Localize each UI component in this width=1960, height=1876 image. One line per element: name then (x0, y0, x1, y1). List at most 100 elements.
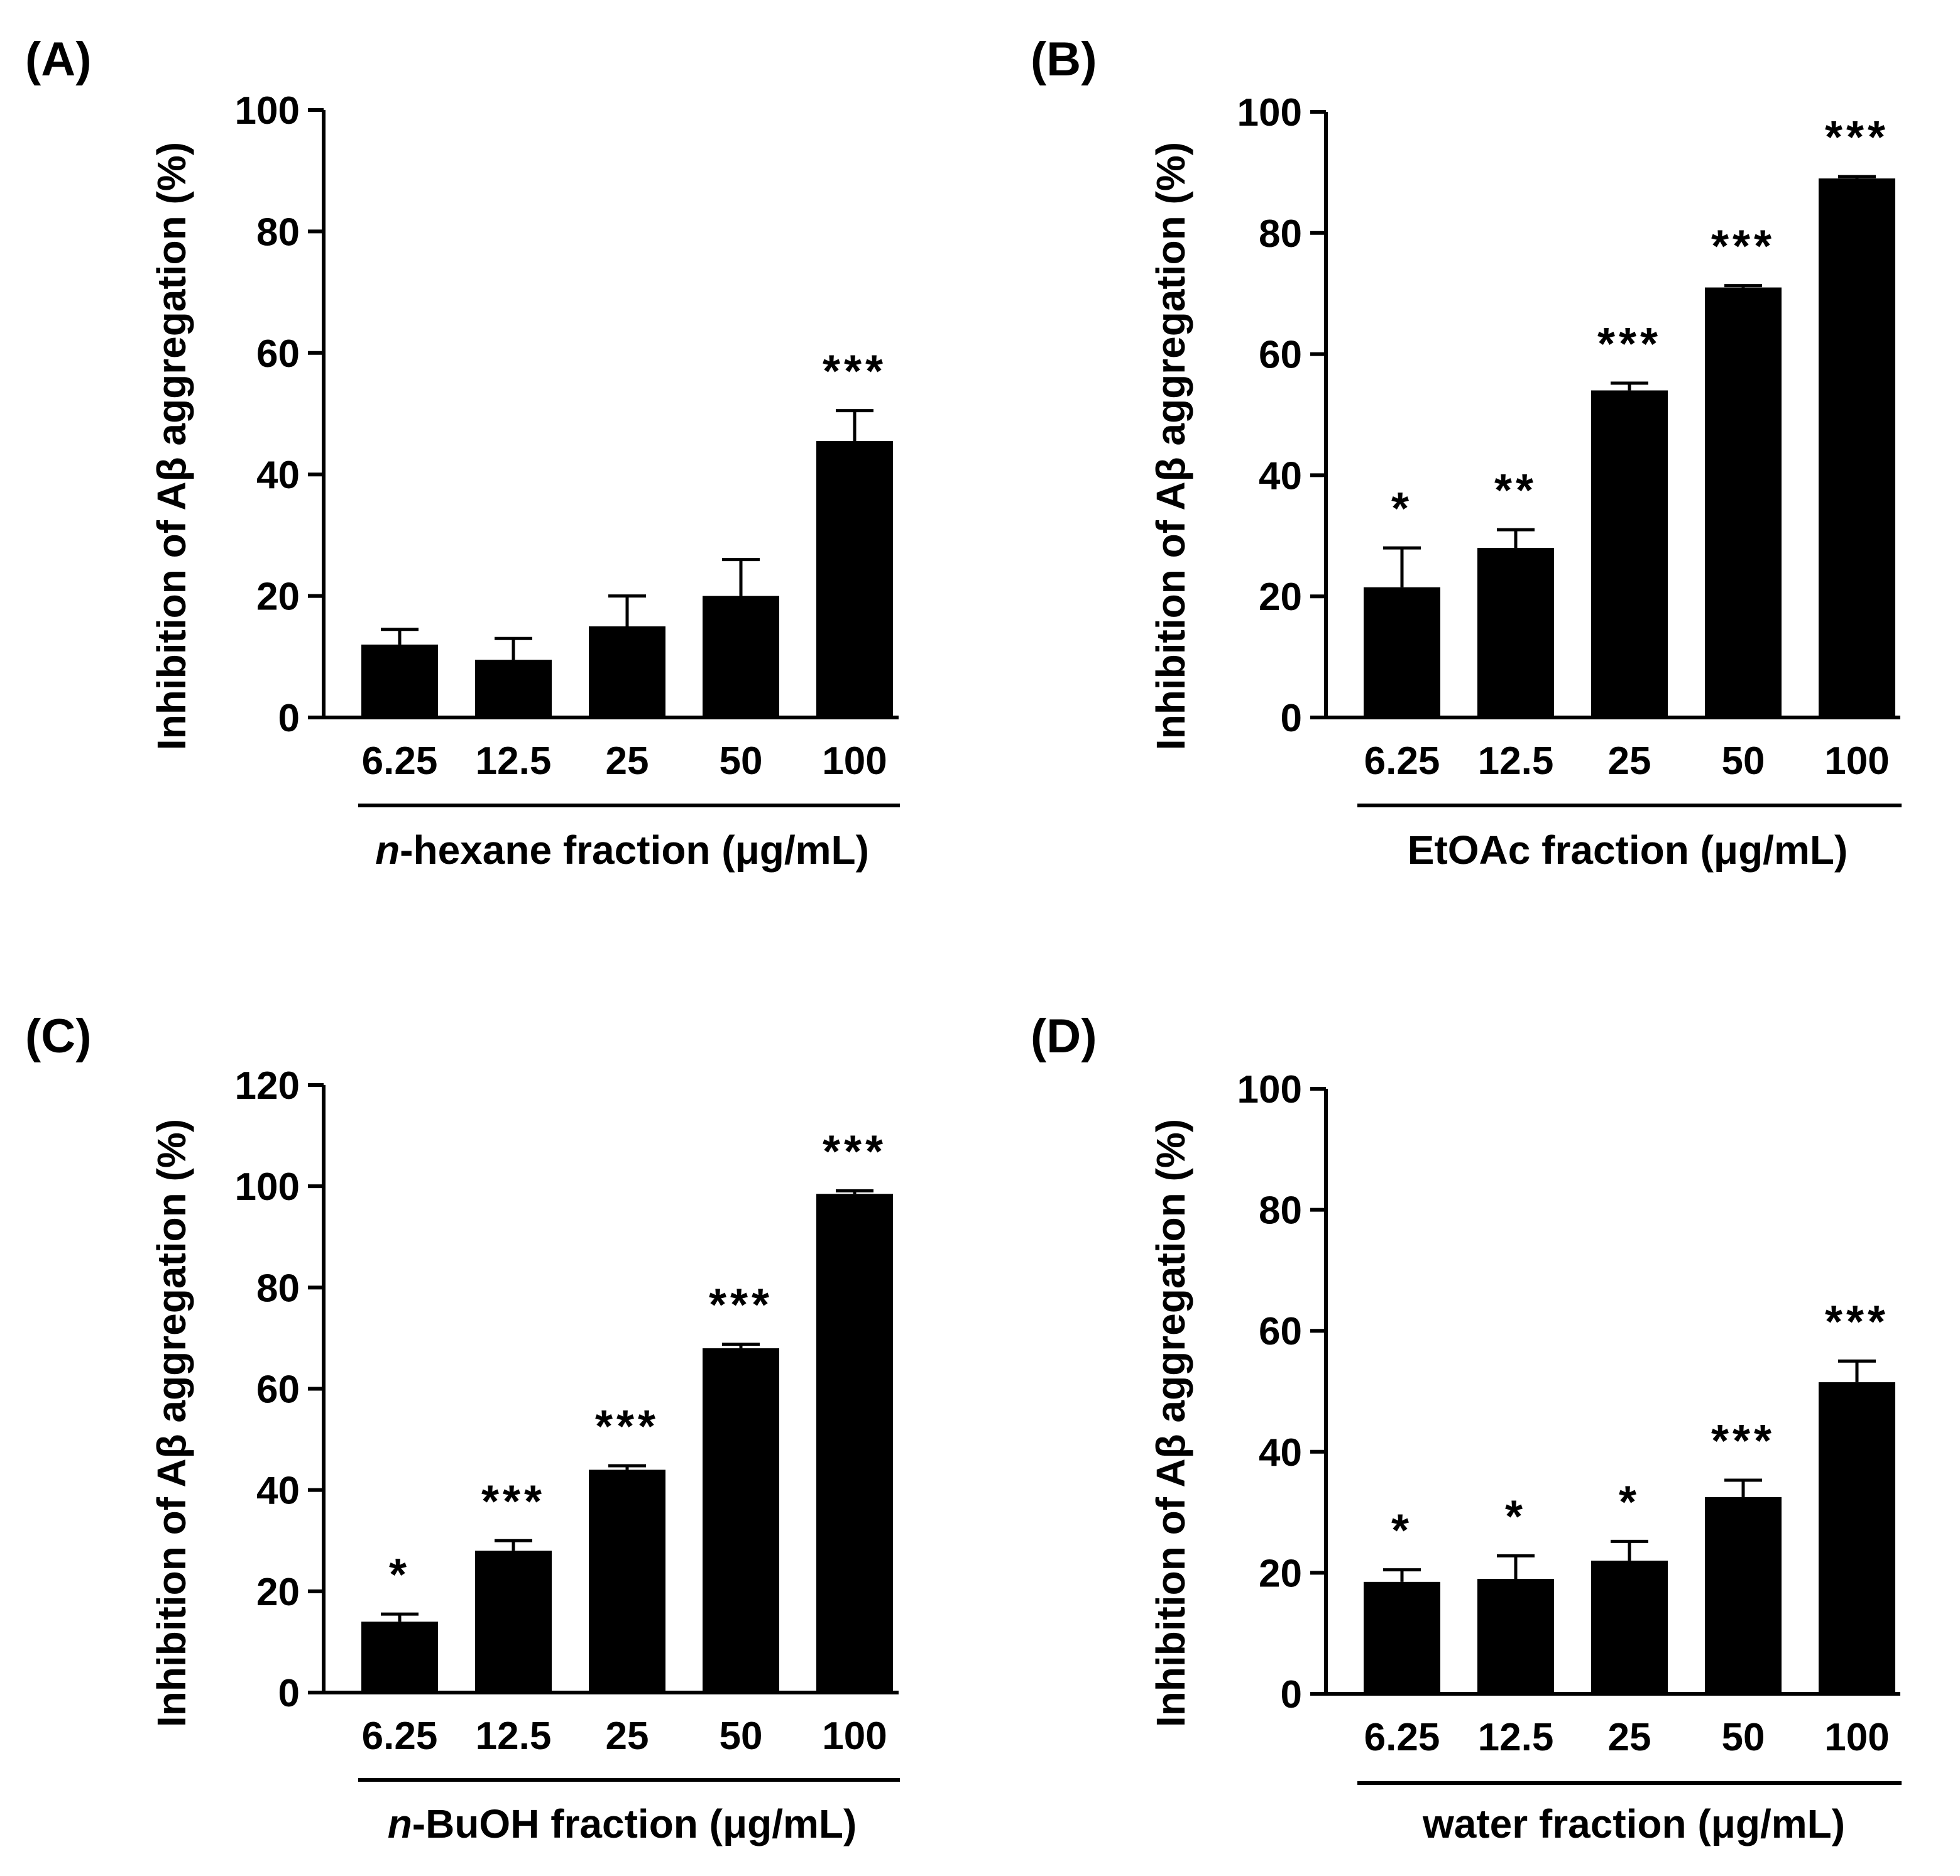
y-tick-label: 120 (235, 1064, 300, 1108)
x-axis-label-text: -hexane fraction (μg/mL) (400, 827, 869, 873)
x-axis-label-text: -BuOH fraction (μg/mL) (412, 1801, 857, 1846)
panel-d: (D) Inhibition of Aβ aggregation (%) wat… (1031, 1010, 1902, 1846)
y-tick-label: 0 (1281, 1673, 1302, 1716)
bar (1364, 1581, 1440, 1694)
y-tick-label: 60 (256, 1368, 300, 1412)
significance-marker: *** (595, 1402, 659, 1452)
significance-marker: * (1619, 1477, 1640, 1527)
x-axis-label-text: EtOAc fraction (μg/mL) (1408, 827, 1848, 873)
panel-label: (C) (25, 1010, 92, 1063)
y-tick-label: 100 (235, 1165, 300, 1209)
x-tick-label: 50 (720, 739, 763, 783)
y-tick-label: 0 (278, 697, 300, 740)
y-tick-label: 80 (1259, 1189, 1302, 1233)
y-tick-label: 20 (1259, 575, 1302, 619)
bar (1591, 1561, 1668, 1694)
x-tick-label: 25 (606, 1715, 649, 1758)
panel-c: (C) Inhibition of Aβ aggregation (%) n-B… (25, 1010, 900, 1846)
bar (1705, 287, 1782, 717)
y-tick-label: 100 (1237, 1068, 1302, 1111)
y-axis-label: Inhibition of Aβ aggregation (%) (149, 142, 194, 750)
x-tick-label: 50 (720, 1715, 763, 1758)
y-tick-label: 0 (278, 1672, 300, 1715)
bar (703, 596, 779, 717)
significance-marker: *** (709, 1280, 773, 1331)
y-tick-label: 100 (1237, 91, 1302, 134)
bar (1819, 178, 1895, 717)
bar (475, 660, 552, 717)
bar (1591, 390, 1668, 717)
y-axis-label: Inhibition of Aβ aggregation (%) (1148, 1119, 1193, 1727)
panel-label: (B) (1031, 33, 1097, 86)
x-axis-label-italic: n (388, 1801, 412, 1846)
y-tick-label: 60 (1259, 1310, 1302, 1353)
bar (1819, 1382, 1895, 1694)
panel-label: (D) (1031, 1010, 1097, 1063)
y-tick-label: 20 (256, 1571, 300, 1614)
x-axis-label: n-hexane fraction (μg/mL) (375, 827, 869, 873)
y-axis-label: Inhibition of Aβ aggregation (%) (1148, 142, 1193, 750)
y-axis-label: Inhibition of Aβ aggregation (%) (149, 1119, 194, 1727)
x-axis-label-text: water fraction (μg/mL) (1422, 1801, 1845, 1846)
significance-marker: *** (823, 1126, 887, 1177)
significance-marker: *** (823, 347, 887, 397)
significance-marker: *** (1825, 1297, 1889, 1347)
x-tick-label: 100 (822, 739, 887, 783)
x-tick-label: 25 (1608, 739, 1651, 783)
y-tick-label: 60 (1259, 334, 1302, 377)
significance-marker: * (1391, 1506, 1413, 1556)
x-tick-label: 6.25 (362, 739, 438, 783)
significance-marker: * (389, 1550, 410, 1600)
x-tick-label: 6.25 (1364, 739, 1440, 783)
y-tick-label: 20 (256, 575, 300, 619)
y-tick-label: 80 (1259, 212, 1302, 256)
x-tick-label: 12.5 (1478, 739, 1554, 783)
bar (1364, 587, 1440, 717)
y-tick-label: 100 (235, 89, 300, 133)
x-axis-label: n-BuOH fraction (μg/mL) (388, 1801, 857, 1846)
bar (703, 1348, 779, 1693)
x-tick-label: 100 (1824, 1716, 1889, 1759)
x-tick-label: 6.25 (362, 1715, 438, 1758)
panel-a: (A) Inhibition of Aβ aggregation (%) n-h… (25, 33, 900, 873)
x-tick-label: 25 (1608, 1716, 1651, 1759)
bar (475, 1551, 552, 1693)
y-tick-label: 40 (1259, 1431, 1302, 1475)
bar (1477, 548, 1554, 717)
y-tick-label: 80 (256, 1267, 300, 1310)
y-tick-label: 40 (256, 454, 300, 497)
bar (361, 644, 438, 717)
significance-marker: *** (481, 1476, 545, 1527)
y-tick-label: 80 (256, 210, 300, 254)
significance-marker: *** (1825, 112, 1889, 163)
bar (589, 1470, 665, 1693)
significance-marker: ** (1494, 466, 1537, 516)
y-tick-label: 40 (256, 1470, 300, 1513)
y-tick-label: 0 (1281, 697, 1302, 740)
significance-marker: * (1505, 1492, 1526, 1542)
x-axis-label: EtOAc fraction (μg/mL) (1408, 827, 1848, 873)
bar (816, 1194, 893, 1693)
significance-marker: *** (1711, 1416, 1775, 1466)
y-tick-label: 20 (1259, 1552, 1302, 1595)
significance-marker: *** (1597, 319, 1662, 369)
x-tick-label: 12.5 (1478, 1716, 1554, 1759)
bar (589, 626, 665, 717)
x-tick-label: 50 (1722, 1716, 1765, 1759)
x-tick-label: 12.5 (476, 1715, 552, 1758)
bar (1477, 1579, 1554, 1694)
x-tick-label: 6.25 (1364, 1716, 1440, 1759)
panel-label: (A) (25, 33, 92, 86)
x-axis-label-italic: n (375, 827, 400, 873)
x-tick-label: 100 (1824, 739, 1889, 783)
significance-marker: * (1391, 484, 1413, 534)
y-tick-label: 60 (256, 332, 300, 376)
x-axis-label: water fraction (μg/mL) (1422, 1801, 1845, 1846)
x-tick-label: 100 (822, 1715, 887, 1758)
x-tick-label: 12.5 (476, 739, 552, 783)
y-tick-label: 40 (1259, 454, 1302, 498)
x-tick-label: 50 (1722, 739, 1765, 783)
bar (816, 441, 893, 717)
significance-marker: *** (1711, 222, 1775, 272)
